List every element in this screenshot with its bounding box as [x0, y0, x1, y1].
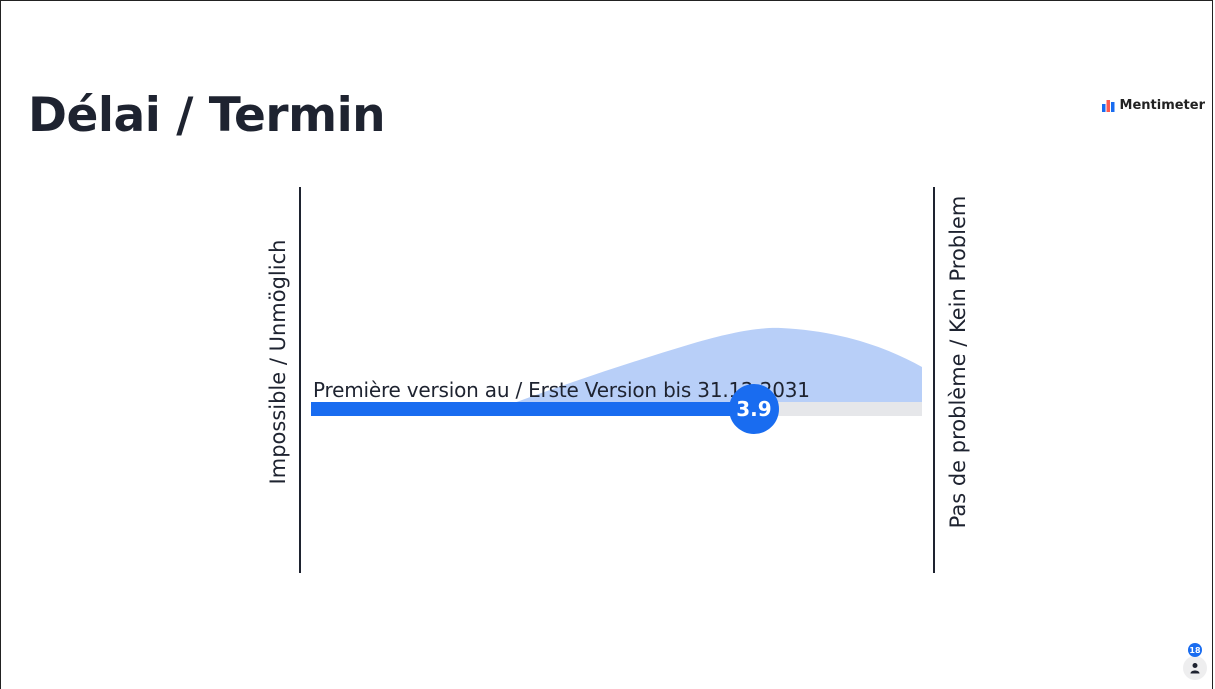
mean-value-badge: 3.9: [728, 384, 779, 434]
mean-fill-bar: [311, 402, 754, 416]
statement-label: Première version au / Erste Version bis …: [313, 378, 810, 402]
scale-min-label: Impossible / Unmöglich: [266, 239, 290, 485]
scale-track: [311, 402, 922, 416]
person-icon: [1190, 663, 1200, 674]
brand-name: Mentimeter: [1119, 98, 1205, 113]
scale-max-axis-line: [933, 187, 935, 573]
slide-title: Délai / Termin: [28, 88, 386, 143]
scale-min-axis-line: [299, 187, 301, 573]
mentimeter-logo-icon: [1101, 99, 1115, 112]
response-distribution: [311, 327, 922, 404]
brand-logo-group: Mentimeter: [1101, 98, 1205, 113]
participants-indicator[interactable]: 18: [1180, 643, 1210, 683]
distribution-area: [311, 327, 922, 404]
participant-count-badge: 18: [1188, 643, 1202, 657]
scale-max-label: Pas de problème / Kein Problem: [946, 195, 970, 529]
participant-avatar: [1183, 656, 1207, 680]
